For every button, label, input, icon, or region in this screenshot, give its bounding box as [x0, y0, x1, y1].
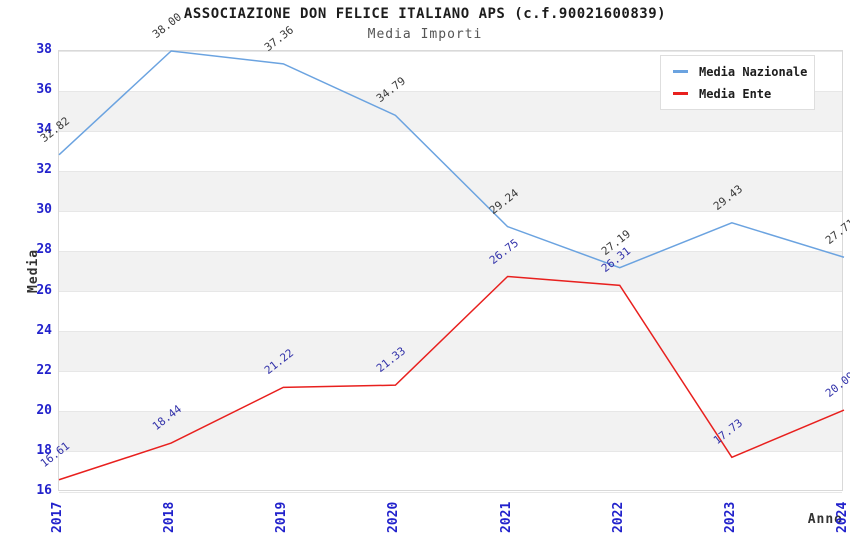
legend-label-ente: Media Ente [699, 86, 772, 101]
legend-item-media-nazionale: Media Nazionale [673, 64, 808, 79]
x-tick-label: 2017 [50, 501, 65, 533]
gridline [59, 210, 842, 212]
y-tick-label: 22 [36, 362, 52, 378]
x-tick-label: 2018 [162, 501, 178, 533]
gridline [59, 130, 842, 132]
x-tick-label: 2024 [835, 501, 850, 533]
y-tick-label: 36 [36, 82, 52, 98]
gridline [59, 491, 842, 493]
series-lines [58, 50, 845, 481]
gridline [59, 90, 842, 92]
gridline [59, 411, 842, 413]
series-line-0 [58, 50, 845, 269]
grid-band [59, 251, 842, 292]
gridline [59, 170, 842, 172]
series-line-1 [58, 275, 845, 481]
grid-band [59, 331, 842, 372]
grid-band [59, 411, 842, 452]
legend-item-media-ente: Media Ente [673, 86, 808, 101]
y-tick-label: 20 [36, 402, 52, 418]
y-tick-label: 28 [36, 242, 52, 258]
gridline [59, 50, 842, 52]
x-tick-label: 2019 [274, 501, 290, 533]
y-tick-label: 34 [36, 122, 52, 138]
y-tick-label: 18 [36, 442, 52, 458]
gridline [59, 250, 842, 252]
y-tick-label: 32 [36, 162, 52, 178]
plot-area [58, 50, 845, 493]
gridline [59, 291, 842, 293]
x-tick-label: 2023 [722, 501, 738, 533]
x-tick-label: 2021 [498, 501, 514, 533]
line-swatch-nazionale-icon [673, 70, 688, 73]
chart-subtitle: Media Importi [367, 27, 483, 42]
legend: Media Nazionale Media Ente [660, 55, 815, 110]
y-tick-label: 26 [36, 282, 52, 298]
gridline [59, 451, 842, 453]
page-title: ASSOCIAZIONE DON FELICE ITALIANO APS (c.… [183, 6, 667, 22]
line-swatch-ente-icon [673, 92, 688, 95]
y-tick-label: 16 [36, 483, 52, 498]
y-tick-label: 24 [36, 322, 52, 338]
x-tick-label: 2022 [610, 501, 626, 533]
y-tick-label: 30 [36, 202, 52, 218]
x-axis-label: Anno [807, 512, 843, 527]
grid-band [59, 171, 842, 212]
x-tick-label: 2020 [386, 501, 402, 533]
legend-label-nazionale: Media Nazionale [699, 64, 808, 79]
gridline [59, 371, 842, 373]
y-tick-label: 38 [36, 42, 52, 57]
